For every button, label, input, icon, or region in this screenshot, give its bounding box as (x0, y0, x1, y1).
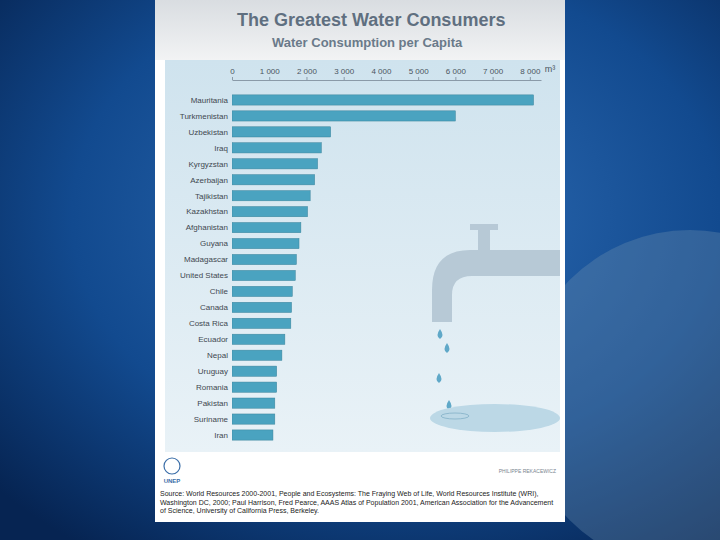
bar (232, 398, 275, 408)
bar (232, 414, 275, 424)
header-band (155, 0, 565, 60)
faucet (430, 224, 560, 432)
title: The Greatest Water Consumers (237, 10, 505, 30)
plot-background (165, 60, 560, 452)
tick-label: 1 000 (260, 67, 281, 76)
puddle (430, 404, 560, 432)
bar (232, 207, 308, 217)
tick-mark (418, 77, 419, 80)
tick-mark (455, 77, 456, 80)
tick-label: 4 000 (371, 67, 392, 76)
category-label: Ecuador (198, 335, 228, 344)
tick-mark (269, 77, 270, 80)
tick: 0 (230, 67, 235, 80)
tick-mark (306, 77, 307, 80)
tick-mark (344, 77, 345, 80)
category-label: Madagascar (184, 255, 228, 264)
tick-label: 7 000 (483, 67, 504, 76)
category-label: Uruguay (198, 367, 228, 376)
category-label: Kyrgyzstan (188, 160, 228, 169)
tick-mark (493, 77, 494, 80)
bar (232, 175, 315, 185)
ripple (441, 413, 469, 419)
bars (232, 95, 534, 440)
category-label: Costa Rica (189, 319, 229, 328)
tick: 7 000 (483, 67, 504, 80)
category-label: Kazakhstan (186, 207, 228, 216)
bar (232, 143, 321, 153)
tick-mark (232, 77, 233, 80)
subtitle: Water Consumption per Capita (272, 35, 463, 50)
water-drop (445, 343, 450, 353)
category-label: Nepal (207, 351, 228, 360)
tick-label: 8 000 (520, 67, 541, 76)
category-label: Tajikistan (195, 192, 228, 201)
category-label: Mauritania (191, 96, 229, 105)
faucet-spout (432, 250, 560, 322)
tick: 5 000 (409, 67, 430, 80)
tick-mark (530, 77, 531, 80)
tick: 6 000 (446, 67, 467, 80)
axis-unit: m³ (545, 64, 556, 74)
bar (232, 270, 295, 280)
chart: The Greatest Water Consumers Water Consum… (0, 0, 720, 540)
bar (232, 191, 310, 201)
logo (164, 458, 180, 474)
tick-label: 3 000 (334, 67, 355, 76)
tick-label: 0 (230, 67, 235, 76)
tick-label: 2 000 (297, 67, 318, 76)
category-label: Uzbekistan (188, 128, 228, 137)
bar (232, 382, 277, 392)
tick: 2 000 (297, 67, 318, 80)
category-label: Turkmenistan (180, 112, 228, 121)
axis-line (233, 80, 542, 81)
panel (155, 0, 565, 522)
bar (232, 366, 277, 376)
category-label: Chile (210, 287, 229, 296)
bar (232, 286, 292, 296)
tick-label: 5 000 (409, 67, 430, 76)
category-label: Azerbaijan (190, 176, 228, 185)
category-label: Iran (214, 431, 228, 440)
tick: 1 000 (260, 67, 281, 80)
bar (232, 238, 299, 248)
tick: 3 000 (334, 67, 355, 80)
category-label: Afghanistan (186, 223, 228, 232)
category-label: Romania (196, 383, 229, 392)
tick: 4 000 (371, 67, 392, 80)
credit: PHILIPPE REKACEWICZ (499, 468, 556, 474)
tick-mark (381, 77, 382, 80)
bar (232, 111, 455, 121)
source: Source: World Resources 2000-2001, Peopl… (160, 490, 553, 515)
category-label: United States (180, 271, 228, 280)
faucet-handle (470, 224, 498, 230)
tick: 8 000 (520, 67, 541, 80)
bar (232, 223, 301, 233)
bar (232, 430, 273, 440)
water-drop (437, 373, 442, 383)
water-drop (438, 329, 443, 339)
bar (232, 302, 292, 312)
bar (232, 254, 296, 264)
logo-text: UNEP (164, 478, 181, 484)
bar (232, 334, 285, 344)
bar (232, 350, 282, 360)
bar (232, 318, 291, 328)
tick-label: 6 000 (446, 67, 467, 76)
category-label: Suriname (194, 415, 229, 424)
bar (232, 127, 331, 137)
x-axis: 0 1 000 2 000 3 000 4 000 5 000 6 000 7 000 8 00… (230, 67, 541, 81)
bar (232, 159, 318, 169)
category-labels: Mauritania Turkmenistan Uzbekistan Iraq Kyrg… (180, 96, 229, 440)
category-label: Iraq (214, 144, 228, 153)
bar (232, 95, 534, 105)
category-label: Guyana (200, 239, 229, 248)
faucet-stem (478, 228, 490, 250)
category-label: Pakistan (197, 399, 228, 408)
category-label: Canada (200, 303, 229, 312)
